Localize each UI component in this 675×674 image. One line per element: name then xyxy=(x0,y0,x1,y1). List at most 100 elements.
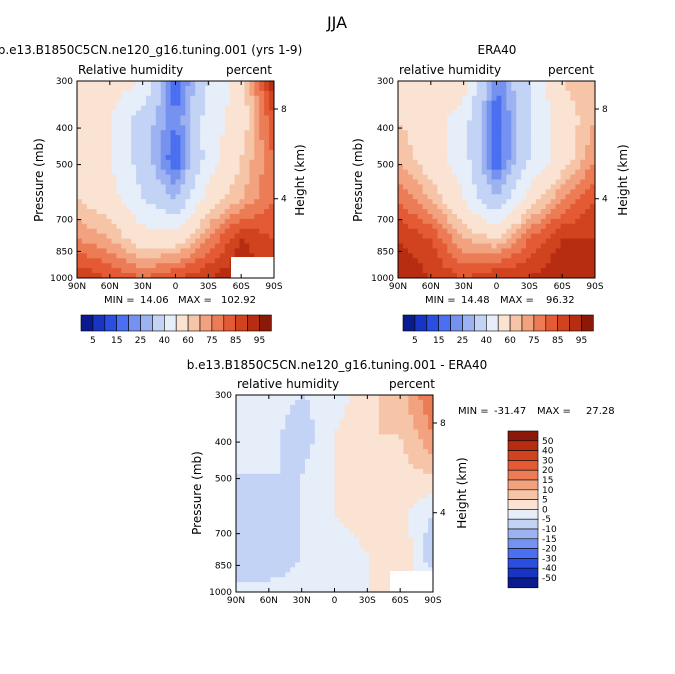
heatmap-cell xyxy=(560,120,566,126)
heatmap-cell xyxy=(224,194,231,200)
heatmap-cell xyxy=(334,399,340,406)
heatmap-cell xyxy=(575,120,581,126)
heatmap-cell xyxy=(106,194,112,200)
heatmap-cell xyxy=(530,120,537,126)
y-tick-label: 850 xyxy=(56,247,73,257)
heatmap-cell xyxy=(126,115,132,121)
heatmap-cell xyxy=(136,130,142,136)
heatmap-cell xyxy=(304,463,311,470)
heatmap-cell xyxy=(81,218,88,225)
heatmap-cell xyxy=(234,238,240,244)
heatmap-cell xyxy=(269,164,275,171)
heatmap-cell xyxy=(457,105,463,111)
heatmap-cell xyxy=(428,552,434,558)
heatmap-cell xyxy=(422,204,428,210)
heatmap-cell xyxy=(383,562,390,568)
heatmap-cell xyxy=(150,120,157,126)
heatmap-cell xyxy=(121,110,127,116)
heatmap-cell xyxy=(526,189,532,195)
heatmap-cell xyxy=(219,95,226,102)
heatmap-cell xyxy=(209,199,216,205)
rh-colorbar-era40: 5 15 25 40 60 75 85 95 xyxy=(402,314,594,346)
heatmap-cell xyxy=(481,243,488,249)
heatmap-cell xyxy=(402,199,409,205)
heatmap-cell xyxy=(254,209,260,215)
heatmap-cell xyxy=(145,209,152,215)
heatmap-cell xyxy=(398,537,404,544)
heatmap-cell xyxy=(398,463,404,470)
heatmap-cell xyxy=(471,248,478,254)
heatmap-cell xyxy=(205,140,211,146)
heatmap-cell xyxy=(209,194,216,200)
heatmap-cell xyxy=(285,562,291,568)
heatmap-cell xyxy=(457,233,463,239)
heatmap-cell xyxy=(511,81,517,87)
heatmap-cell xyxy=(560,135,566,141)
heatmap-cell xyxy=(428,532,434,539)
heatmap-cell xyxy=(324,518,330,524)
heatmap-cell xyxy=(418,532,424,539)
heatmap-cell xyxy=(423,454,429,460)
heatmap-cell xyxy=(136,100,142,107)
heatmap-cell xyxy=(530,253,537,259)
heatmap-cell xyxy=(462,95,468,102)
heatmap-cell xyxy=(388,552,394,558)
heatmap-cell xyxy=(214,273,221,279)
heatmap-cell xyxy=(491,243,497,249)
heatmap-cell xyxy=(165,135,171,141)
heatmap-cell xyxy=(368,449,375,455)
heatmap-cell xyxy=(126,179,132,185)
heatmap-cell xyxy=(77,233,83,239)
heatmap-cell xyxy=(309,557,316,563)
heatmap-cell xyxy=(590,85,596,92)
heatmap-cell xyxy=(555,100,561,107)
heatmap-cell xyxy=(545,145,552,151)
heatmap-cell xyxy=(101,189,107,195)
heatmap-cell xyxy=(437,125,443,131)
heatmap-cell xyxy=(214,189,221,195)
heatmap-cell xyxy=(269,253,275,259)
heatmap-cell xyxy=(121,81,127,87)
heatmap-cell xyxy=(329,429,335,435)
heatmap-cell xyxy=(236,508,242,514)
heatmap-cell xyxy=(585,154,591,161)
heatmap-cell xyxy=(185,149,191,156)
heatmap-cell xyxy=(506,253,512,259)
heatmap-cell xyxy=(236,513,242,519)
heatmap-cell xyxy=(136,248,142,254)
heatmap-cell xyxy=(560,218,566,225)
heatmap-cell xyxy=(471,253,478,259)
heatmap-cell xyxy=(254,243,260,249)
heatmap-cell xyxy=(511,145,517,151)
heatmap-cell xyxy=(285,552,291,558)
heatmap-cell xyxy=(570,184,576,190)
heatmap-cell xyxy=(491,164,497,171)
heatmap-cell xyxy=(339,488,345,494)
heatmap-cell xyxy=(205,184,211,190)
heatmap-cell xyxy=(383,419,390,425)
heatmap-cell xyxy=(344,459,350,465)
heatmap-cell xyxy=(590,213,596,220)
heatmap-cell xyxy=(270,523,276,529)
heatmap-cell xyxy=(254,120,260,126)
heatmap-cell xyxy=(240,468,247,475)
heatmap-cell xyxy=(275,434,281,440)
heatmap-cell xyxy=(145,189,152,195)
heatmap-cell xyxy=(437,238,443,244)
heatmap-cell xyxy=(205,149,211,156)
heatmap-cell xyxy=(540,140,547,146)
heatmap-cell xyxy=(195,130,201,136)
heatmap-cell xyxy=(116,248,122,254)
heatmap-cell xyxy=(565,263,571,269)
heatmap-cell xyxy=(190,213,196,220)
page-title: JJA xyxy=(326,13,347,32)
heatmap-cell xyxy=(270,468,276,475)
heatmap-cell xyxy=(368,488,375,494)
colorbar-swatch xyxy=(450,314,463,332)
heatmap-cell xyxy=(91,125,98,131)
heatmap-cell xyxy=(398,164,404,171)
heatmap-cell xyxy=(214,115,221,121)
heatmap-cell xyxy=(309,424,316,430)
heatmap-cell xyxy=(398,189,404,195)
heatmap-cell xyxy=(77,189,83,195)
